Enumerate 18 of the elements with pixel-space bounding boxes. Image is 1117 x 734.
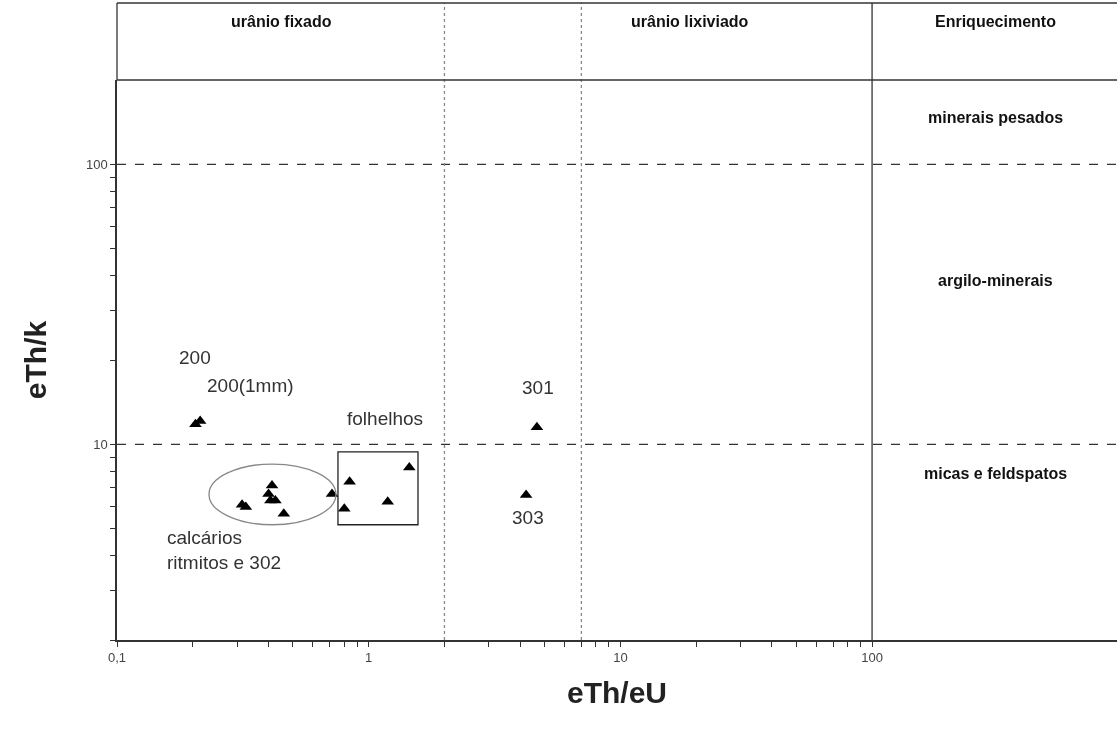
annotation: folhelhos [347, 408, 424, 429]
annotation: 200(1mm) [207, 375, 294, 396]
text: urânio fixado [231, 13, 332, 30]
x-axis-title: eTh/eU [566, 676, 668, 710]
annotation: 301 [522, 377, 554, 398]
annotation: minerais pesados [928, 109, 1064, 126]
annotation: calcários ritmitos e 302 [167, 527, 282, 573]
annotation: 303 [512, 507, 544, 528]
annotation: 200 [179, 347, 211, 368]
x-tick-label: 10 [613, 650, 628, 666]
text: Enriquecimento [935, 13, 1057, 30]
annotation: argilo-minerais [938, 272, 1053, 289]
annotation: micas e feldspatos [924, 465, 1068, 482]
y-axis-title: eTh/k [19, 320, 53, 400]
text: urânio lixiviado [631, 13, 749, 30]
x-tick-label: 1 [365, 650, 373, 666]
x-tick-label: 100 [861, 650, 883, 666]
x-tick-label: 0,1 [107, 650, 127, 666]
